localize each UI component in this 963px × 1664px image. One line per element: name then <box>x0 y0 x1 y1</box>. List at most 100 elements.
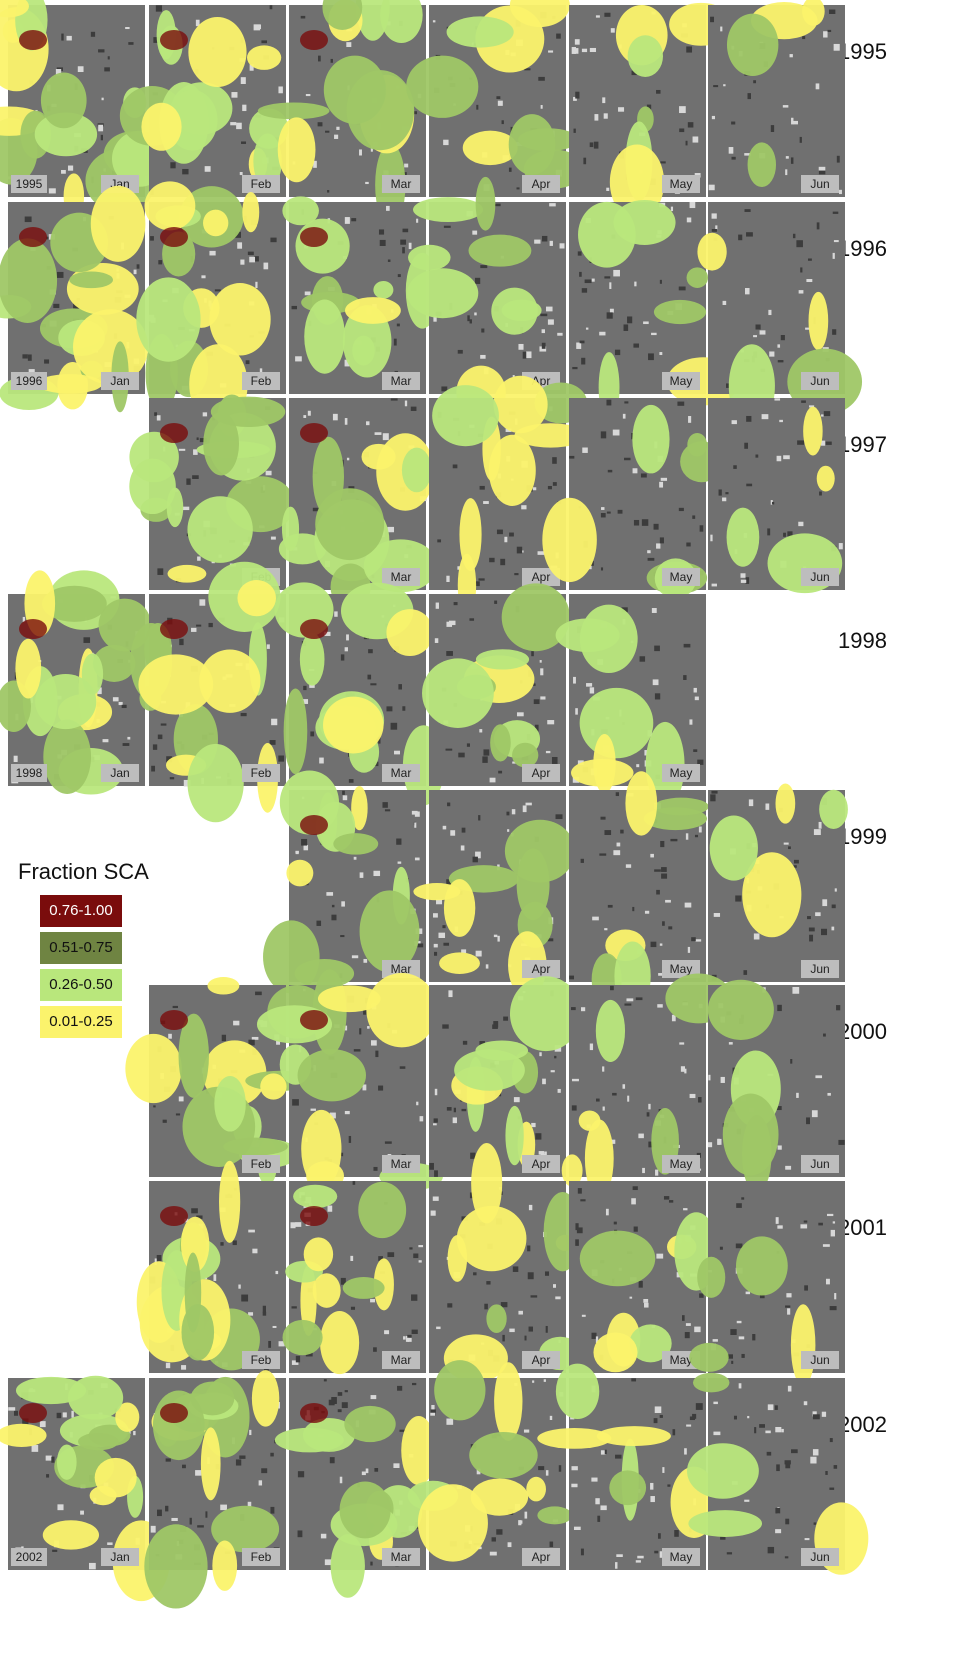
snow-patch <box>448 1235 468 1282</box>
relief <box>91 32 95 37</box>
relief <box>796 1093 799 1098</box>
relief <box>509 1329 514 1333</box>
relief <box>711 791 717 794</box>
relief <box>249 1430 251 1435</box>
relief <box>821 929 827 935</box>
relief <box>648 1104 650 1110</box>
relief <box>713 1402 718 1404</box>
snow-core <box>160 1403 188 1423</box>
relief <box>492 1537 496 1541</box>
relief <box>546 751 550 753</box>
relief <box>409 1247 412 1249</box>
relief <box>434 1118 438 1122</box>
map-panel: Feb <box>144 1370 286 1608</box>
relief <box>363 959 367 963</box>
relief <box>384 1330 389 1334</box>
relief <box>540 696 545 699</box>
relief <box>690 202 696 208</box>
relief <box>158 260 162 264</box>
snow-patch <box>454 1049 525 1090</box>
relief <box>71 1411 73 1418</box>
relief <box>727 1552 732 1554</box>
snow-patch <box>187 744 243 822</box>
relief <box>233 1021 239 1026</box>
relief <box>125 27 129 29</box>
relief <box>571 1007 576 1010</box>
relief <box>607 312 613 318</box>
relief <box>679 508 684 511</box>
relief <box>762 414 769 419</box>
relief <box>694 1327 700 1333</box>
month-label: Apr <box>532 1353 551 1367</box>
relief <box>270 1453 273 1457</box>
relief <box>330 1457 335 1463</box>
relief <box>715 225 717 229</box>
relief <box>367 1026 370 1029</box>
relief <box>800 137 802 143</box>
relief <box>443 826 447 830</box>
relief <box>834 44 840 51</box>
relief <box>545 1271 549 1275</box>
relief <box>809 927 815 931</box>
month-label: Feb <box>251 1157 272 1171</box>
relief <box>295 356 302 361</box>
year-label: 2001 <box>838 1215 887 1240</box>
relief <box>354 1049 361 1051</box>
relief <box>407 1335 411 1338</box>
relief <box>442 1024 448 1028</box>
relief <box>248 1230 255 1233</box>
year-label: 2002 <box>838 1412 887 1437</box>
snow-core <box>300 1206 328 1226</box>
year-tag: 1998 <box>16 766 43 780</box>
relief <box>168 1034 172 1039</box>
snow-patch <box>298 1049 366 1101</box>
relief <box>604 928 607 930</box>
relief <box>298 1471 304 1477</box>
relief <box>22 354 27 358</box>
relief <box>624 1003 631 1005</box>
relief <box>662 1467 664 1473</box>
relief <box>548 319 554 324</box>
relief <box>418 1245 423 1247</box>
relief <box>578 1188 582 1194</box>
relief <box>539 1052 541 1056</box>
relief <box>572 367 577 369</box>
month-label: Feb <box>251 1550 272 1564</box>
relief <box>345 1390 348 1392</box>
relief <box>787 1308 790 1314</box>
relief <box>326 892 333 896</box>
year-label: 2000 <box>838 1019 887 1044</box>
relief <box>201 275 205 278</box>
relief <box>685 903 692 908</box>
relief <box>688 122 694 127</box>
relief <box>412 811 418 815</box>
relief <box>548 50 553 52</box>
relief <box>165 1506 168 1512</box>
relief <box>775 1529 781 1533</box>
relief <box>431 1405 434 1410</box>
snow-patch <box>275 1428 344 1453</box>
relief <box>776 1464 780 1471</box>
relief <box>582 49 587 52</box>
relief <box>660 161 665 163</box>
relief <box>556 814 563 819</box>
relief <box>528 1272 534 1279</box>
relief <box>745 209 751 212</box>
legend-label: 0.26-0.50 <box>49 976 112 993</box>
month-label: Mar <box>391 177 412 191</box>
snow-patch <box>571 759 634 787</box>
snow-patch <box>434 1360 485 1420</box>
snow-patch <box>214 1076 245 1132</box>
relief <box>710 535 712 542</box>
snow-patch <box>579 1110 601 1130</box>
relief <box>732 420 737 424</box>
snow-patch <box>654 798 709 816</box>
relief <box>480 486 485 490</box>
snow-patch <box>278 117 316 182</box>
snow-patch <box>408 245 450 271</box>
relief <box>370 683 376 685</box>
relief <box>709 185 715 191</box>
snow-patch <box>90 1486 117 1505</box>
snow-patch <box>41 73 87 129</box>
relief <box>350 1256 353 1261</box>
